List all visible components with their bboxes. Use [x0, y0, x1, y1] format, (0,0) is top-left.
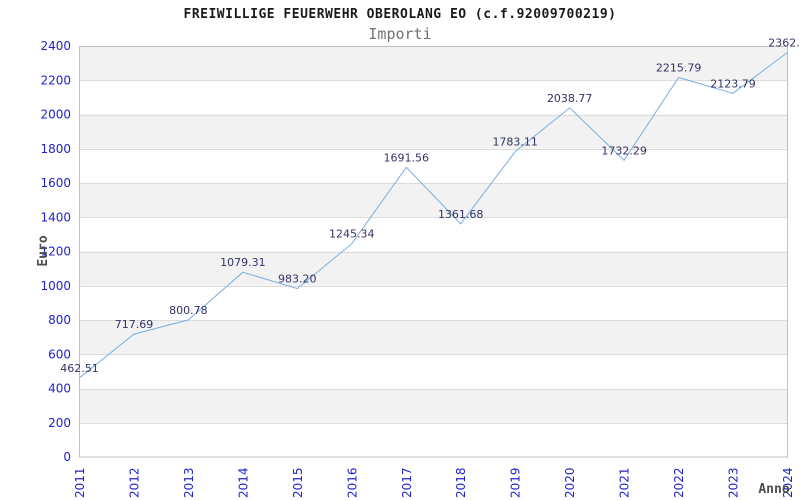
y-tick-label: 1000	[40, 279, 71, 293]
data-label: 2038.77	[547, 92, 593, 105]
y-tick-label: 1800	[40, 142, 71, 156]
y-tick-labels: 0 200 400 600 800 1000 1200 1400 1600 1800 2000 220…	[40, 39, 71, 464]
plot-border-rect	[79, 46, 788, 458]
x-tick-label: 2017	[400, 467, 414, 498]
grid-band	[79, 251, 788, 286]
gridlines	[79, 80, 788, 424]
grid-band	[79, 183, 788, 218]
y-tick-label: 200	[48, 416, 71, 430]
x-tick-label: 2014	[236, 467, 250, 498]
grid-band	[79, 320, 788, 355]
data-label: 1079.31	[220, 256, 266, 269]
x-tick-labels: 2011 2012 2013 2014 2015 2016 2017 2018 2019 2020…	[73, 467, 795, 498]
y-tick-label: 1200	[40, 245, 71, 259]
y-tick-label: 400	[48, 382, 71, 396]
data-label: 2362.7	[768, 36, 800, 49]
x-tick-label: 2011	[73, 467, 87, 498]
data-label: 1783.11	[492, 136, 538, 149]
y-tick-label: 800	[48, 313, 71, 327]
data-label: 1361.68	[438, 208, 484, 221]
x-tick-label: 2021	[618, 467, 632, 498]
y-axis-title: Euro	[36, 235, 51, 266]
data-label: 2215.79	[656, 62, 702, 75]
data-label: 983.20	[278, 273, 317, 286]
data-labels: 462.51 717.69 800.78 1079.31 983.20 1245.34 16…	[60, 36, 800, 374]
y-tick-label: 0	[63, 450, 71, 464]
y-tick-label: 600	[48, 347, 71, 361]
y-tick-label: 2200	[40, 73, 71, 87]
x-tick-label: 2023	[727, 467, 741, 498]
grid-band	[79, 388, 788, 423]
y-tick-label: 2400	[40, 39, 71, 53]
data-label: 1691.56	[384, 151, 430, 164]
x-tick-label: 2016	[345, 467, 359, 498]
grid-band	[79, 114, 788, 149]
x-tick-label: 2020	[563, 467, 577, 498]
data-label: 1732.29	[601, 144, 647, 157]
chart-title: FREIWILLIGE FEUERWEHR OBEROLANG EO (c.f.…	[183, 7, 617, 22]
x-tick-label: 2022	[672, 467, 686, 498]
x-axis-title: Anno	[758, 482, 789, 497]
plot-border	[79, 46, 788, 458]
x-tick-label: 2019	[509, 467, 523, 498]
x-tick-label: 2015	[291, 467, 305, 498]
data-label: 2123.79	[710, 77, 756, 90]
grid-bands	[79, 46, 788, 423]
y-tick-label: 1600	[40, 176, 71, 190]
series-line	[79, 52, 788, 379]
series-line-group	[79, 52, 788, 379]
x-tick-label: 2018	[454, 467, 468, 498]
x-tick-label: 2024	[781, 467, 795, 498]
y-tick-label: 1400	[40, 210, 71, 224]
data-label: 1245.34	[329, 228, 375, 241]
data-label: 717.69	[115, 318, 154, 331]
x-tick-label: 2012	[127, 467, 141, 498]
chart-subtitle: Importi	[368, 25, 432, 43]
grid-band	[79, 46, 788, 81]
data-label: 800.78	[169, 304, 208, 317]
data-label: 462.51	[60, 362, 99, 375]
x-tick-label: 2013	[182, 467, 196, 498]
y-tick-label: 2000	[40, 108, 71, 122]
